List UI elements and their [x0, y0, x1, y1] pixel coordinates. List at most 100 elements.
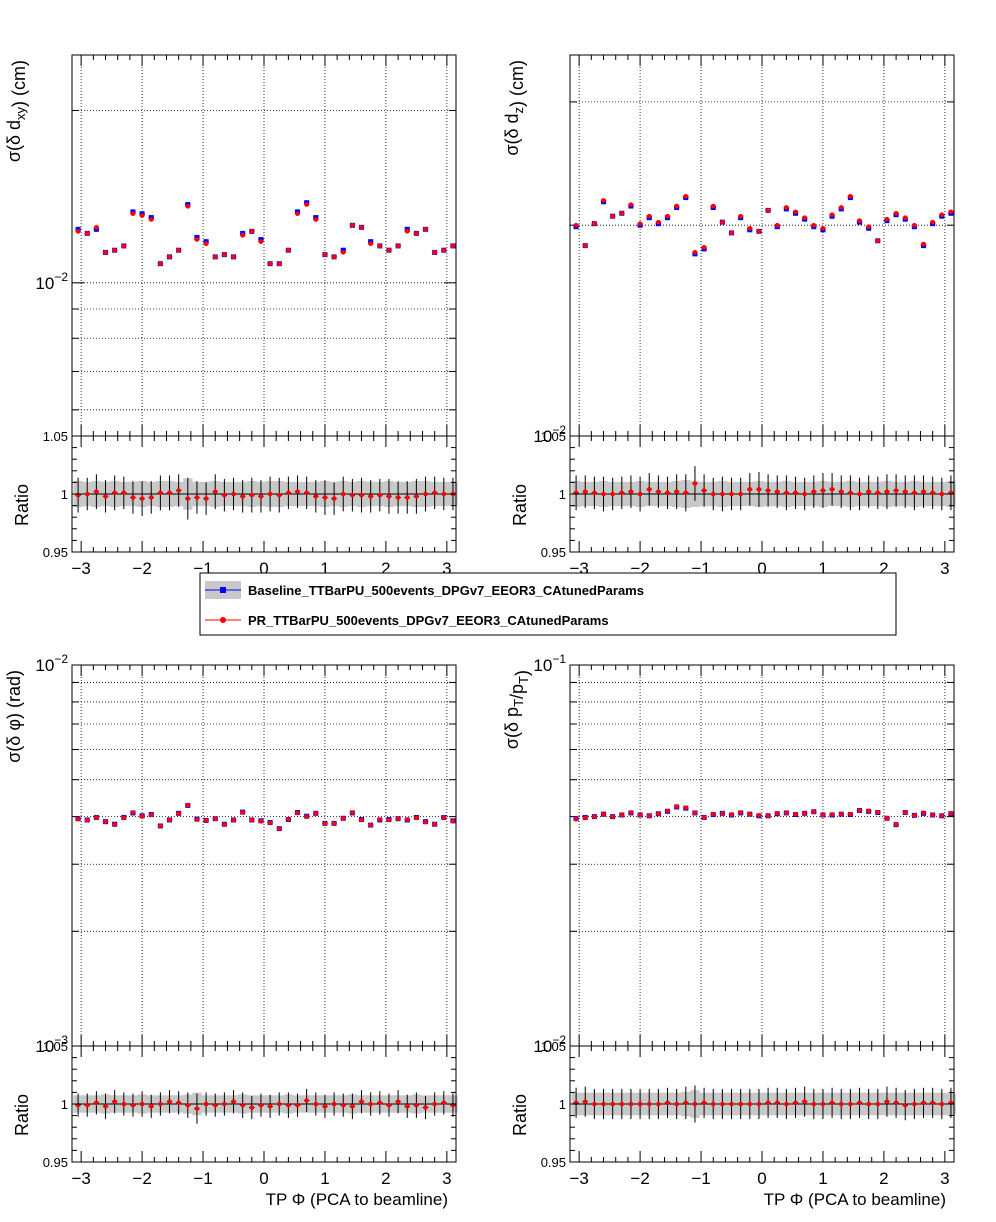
x-tick-label: −2: [630, 1169, 649, 1188]
pr-point: [701, 244, 707, 250]
pr-point: [619, 812, 625, 818]
pr-point: [295, 810, 300, 816]
ratio-point: [139, 1101, 145, 1107]
pr-point: [377, 817, 383, 822]
ratio-point: [683, 490, 689, 496]
pr-point: [674, 804, 679, 809]
pr-point: [414, 231, 419, 236]
pr-point: [395, 816, 401, 821]
ratio-pad-frame: [569, 435, 955, 553]
pr-point: [286, 247, 291, 253]
ratio-point: [902, 489, 908, 494]
pr-point: [185, 204, 191, 209]
pr-point: [231, 254, 236, 260]
pr-point: [610, 814, 615, 819]
ratio-point: [423, 1105, 428, 1110]
pr-point: [377, 243, 383, 249]
ratio-point: [912, 1101, 917, 1107]
ratio-point: [601, 1101, 606, 1107]
pr-point: [359, 225, 364, 230]
ratio-point: [784, 1101, 789, 1107]
pr-point: [121, 815, 127, 821]
ratio-pad-frame: [569, 1045, 955, 1163]
ratio-point: [103, 1104, 108, 1109]
ratio-point: [295, 489, 300, 494]
pr-point: [738, 810, 743, 815]
ratio-point: [820, 488, 826, 493]
ratio-point: [148, 1104, 154, 1109]
y-axis-title: σ(δ φ) (rad): [4, 670, 24, 763]
ratio-point: [848, 1101, 853, 1107]
ratio-point: [249, 492, 255, 498]
legend: Baseline_TTBarPU_500events_DPGv7_EEOR3_C…: [199, 572, 897, 636]
pr-point: [619, 210, 625, 216]
ratio-point: [838, 1101, 844, 1107]
x-tick-label: 1: [320, 559, 329, 578]
ratio-point: [377, 1100, 383, 1106]
ratio-point: [395, 1099, 401, 1104]
ratio-point: [729, 491, 734, 497]
pr-point: [738, 213, 743, 219]
x-tick-label: 0: [757, 559, 766, 578]
ratio-point: [829, 1100, 835, 1106]
ratio-point: [912, 490, 917, 496]
ratio-point: [701, 1100, 707, 1106]
pr-point: [249, 817, 255, 823]
pr-point: [656, 219, 661, 225]
pr-point: [939, 212, 945, 218]
panel-phi: 10−3 10−2 σ(δ φ) (rad) 0.95 1 1.05 Ratio −3 −2 −1…: [4, 652, 458, 1209]
x-axis-title: TP Φ (PCA to beamline): [266, 1190, 448, 1209]
pr-point: [646, 213, 652, 219]
ratio-point: [866, 1101, 871, 1107]
ratio-pad-frame: [71, 1045, 457, 1163]
ratio-point: [441, 491, 447, 497]
ratio-point: [582, 489, 588, 494]
pr-point: [322, 821, 328, 827]
ratio-point: [710, 1101, 716, 1107]
ratio-point: [386, 494, 392, 499]
pr-point: [148, 812, 154, 818]
ratio-point: [637, 491, 643, 497]
pr-point: [784, 810, 789, 816]
pr-point: [756, 813, 762, 818]
ratio-y-tick-label: 1.05: [541, 1039, 566, 1054]
pr-point: [930, 812, 935, 818]
ratio-y-tick-label: 1: [61, 1097, 68, 1112]
y-tick-label: 10−2: [35, 270, 68, 293]
pr-point: [340, 815, 346, 821]
pr-point: [582, 243, 588, 248]
pr-point: [893, 210, 899, 216]
y-tick-label: 10−2: [533, 1033, 566, 1056]
ratio-point: [665, 1100, 670, 1106]
pr-point: [386, 247, 392, 253]
ratio-point: [857, 1100, 862, 1106]
pr-point: [930, 219, 935, 225]
pr-point: [848, 811, 853, 817]
ratio-point: [185, 496, 191, 501]
pr-point: [674, 203, 679, 209]
ratio-point: [331, 496, 337, 501]
ratio-point: [838, 489, 844, 494]
legend-baseline-label: Baseline_TTBarPU_500events_DPGv7_EEOR3_C…: [248, 583, 644, 598]
ratio-point: [592, 1101, 597, 1107]
pr-point: [811, 809, 817, 815]
pr-point: [167, 254, 172, 260]
ratio-point: [582, 1099, 588, 1104]
ratio-point: [710, 491, 716, 497]
ratio-y-tick-label: 1: [559, 1097, 566, 1112]
ratio-point: [185, 1102, 191, 1108]
y-tick-label: 10−1: [533, 652, 566, 675]
pr-point: [240, 810, 245, 815]
y-tick-label: 10−3: [35, 1033, 68, 1056]
ratio-point: [94, 489, 99, 494]
pr-point: [222, 252, 227, 257]
pr-point: [729, 230, 734, 236]
pr-point: [646, 813, 652, 819]
ratio-point: [222, 492, 227, 498]
x-tick-label: −3: [71, 559, 90, 578]
ratio-y-tick-label: 1: [61, 487, 68, 502]
ratio-point: [212, 489, 218, 494]
ratio-point: [656, 489, 661, 494]
ratio-axis-title: Ratio: [510, 1094, 530, 1136]
